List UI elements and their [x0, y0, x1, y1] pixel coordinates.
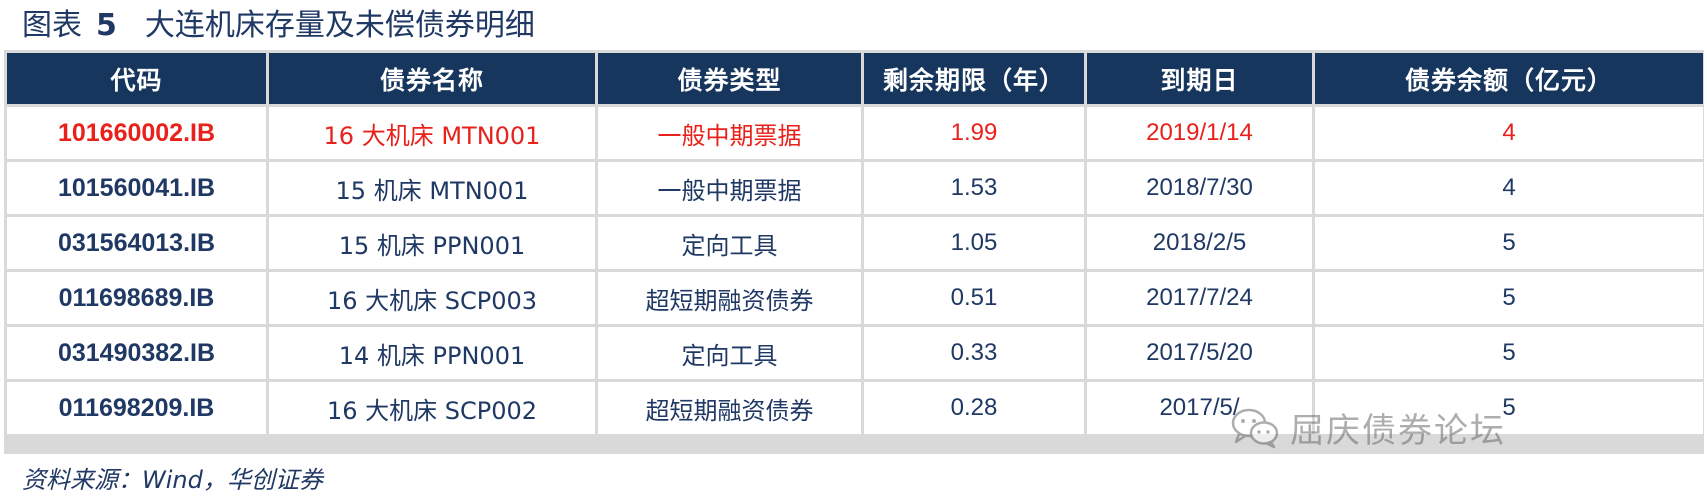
cell-maturity: 2019/1/14 [1087, 107, 1312, 159]
cell-type: 定向工具 [598, 217, 861, 269]
cell-name: 15 机床 MTN001 [269, 162, 595, 214]
cell-code: 011698209.IB [7, 382, 266, 434]
cell-remaining: 0.28 [864, 382, 1084, 434]
cell-type: 超短期融资债券 [598, 382, 861, 434]
cell-balance: 5 [1315, 382, 1703, 434]
table-header-row: 代码 债券名称 债券类型 剩余期限（年） 到期日 债券余额（亿元） [7, 53, 1703, 104]
cell-balance: 4 [1315, 162, 1703, 214]
cell-type: 超短期融资债券 [598, 272, 861, 324]
table-row: 101560041.IB 15 机床 MTN001 一般中期票据 1.53 20… [7, 162, 1703, 214]
cell-balance: 5 [1315, 217, 1703, 269]
title-prefix: 图表 [22, 8, 82, 43]
header-balance: 债券余额（亿元） [1315, 53, 1703, 104]
source-note: 资料来源：Wind，华创证券 [22, 466, 323, 494]
cell-name: 16 大机床 MTN001 [269, 107, 595, 159]
header-maturity: 到期日 [1087, 53, 1312, 104]
cell-code: 101660002.IB [7, 107, 266, 159]
cell-type: 定向工具 [598, 327, 861, 379]
bond-table-container: 代码 债券名称 债券类型 剩余期限（年） 到期日 债券余额（亿元） 101660… [4, 50, 1704, 454]
table-row: 011698209.IB 16 大机床 SCP002 超短期融资债券 0.28 … [7, 382, 1703, 434]
cell-code: 031490382.IB [7, 327, 266, 379]
table-row: 101660002.IB 16 大机床 MTN001 一般中期票据 1.99 2… [7, 107, 1703, 159]
watermark-text: 屈庆债券论坛 [1290, 410, 1506, 451]
cell-balance: 4 [1315, 107, 1703, 159]
cell-name: 16 大机床 SCP003 [269, 272, 595, 324]
header-name: 债券名称 [269, 53, 595, 104]
header-code: 代码 [7, 53, 266, 104]
title-text: 大连机床存量及未偿债券明细 [144, 8, 535, 43]
wechat-icon [1231, 408, 1279, 449]
cell-code: 031564013.IB [7, 217, 266, 269]
cell-name: 16 大机床 SCP002 [269, 382, 595, 434]
bond-table: 代码 债券名称 债券类型 剩余期限（年） 到期日 债券余额（亿元） 101660… [4, 50, 1706, 437]
cell-remaining: 1.99 [864, 107, 1084, 159]
cell-remaining: 1.05 [864, 217, 1084, 269]
header-remaining: 剩余期限（年） [864, 53, 1084, 104]
page-title: 图表 5 大连机床存量及未偿债券明细 [22, 4, 535, 48]
cell-type: 一般中期票据 [598, 107, 861, 159]
cell-name: 15 机床 PPN001 [269, 217, 595, 269]
title-number: 5 [96, 8, 117, 43]
cell-maturity: 2017/7/24 [1087, 272, 1312, 324]
table-row: 011698689.IB 16 大机床 SCP003 超短期融资债券 0.51 … [7, 272, 1703, 324]
watermark: 屈庆债券论坛 [1230, 402, 1506, 452]
cell-balance: 5 [1315, 272, 1703, 324]
cell-balance: 5 [1315, 327, 1703, 379]
table-row: 031564013.IB 15 机床 PPN001 定向工具 1.05 2018… [7, 217, 1703, 269]
header-type: 债券类型 [598, 53, 861, 104]
cell-remaining: 0.33 [864, 327, 1084, 379]
cell-type: 一般中期票据 [598, 162, 861, 214]
cell-maturity: 2018/2/5 [1087, 217, 1312, 269]
cell-name: 14 机床 PPN001 [269, 327, 595, 379]
cell-maturity: 2018/7/30 [1087, 162, 1312, 214]
cell-code: 011698689.IB [7, 272, 266, 324]
table-row: 031490382.IB 14 机床 PPN001 定向工具 0.33 2017… [7, 327, 1703, 379]
cell-code: 101560041.IB [7, 162, 266, 214]
cell-remaining: 0.51 [864, 272, 1084, 324]
cell-maturity: 2017/5/20 [1087, 327, 1312, 379]
cell-remaining: 1.53 [864, 162, 1084, 214]
